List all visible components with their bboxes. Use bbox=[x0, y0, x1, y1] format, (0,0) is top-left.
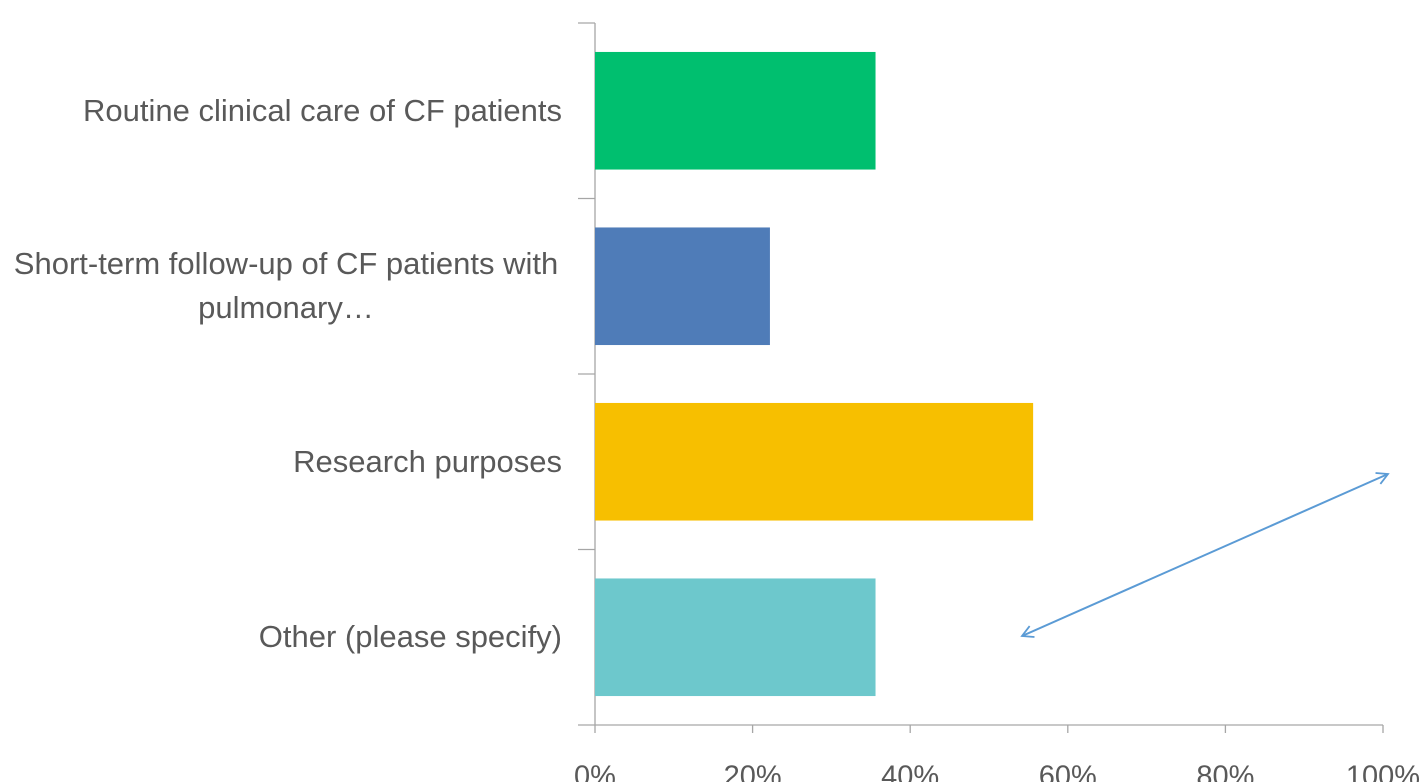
category-label-box: Other (please specify) bbox=[10, 550, 562, 726]
y-tick-label: Research purposes bbox=[293, 443, 562, 479]
arrow bbox=[1020, 472, 1390, 638]
x-tick-label: 100% bbox=[1346, 761, 1420, 782]
y-tick-label: Short-term follow-up of CF patients with… bbox=[13, 246, 559, 326]
x-tick-label: 80% bbox=[1196, 761, 1254, 782]
bar bbox=[595, 51, 876, 170]
bar bbox=[595, 227, 770, 346]
x-tick-label: 0% bbox=[574, 761, 616, 782]
bar bbox=[595, 402, 1034, 521]
x-tick-label: 40% bbox=[881, 761, 939, 782]
y-tick-label: Other (please specify) bbox=[258, 619, 562, 655]
x-tick-label: 20% bbox=[724, 761, 782, 782]
category-label-box: Research purposes bbox=[10, 374, 562, 550]
x-tick-label: 60% bbox=[1039, 761, 1097, 782]
category-label-box: Routine clinical care of CF patients bbox=[10, 23, 562, 199]
bar bbox=[595, 578, 876, 697]
category-label-box: Short-term follow-up of CF patients with… bbox=[10, 199, 562, 375]
y-tick-label: Routine clinical care of CF patients bbox=[82, 92, 562, 128]
